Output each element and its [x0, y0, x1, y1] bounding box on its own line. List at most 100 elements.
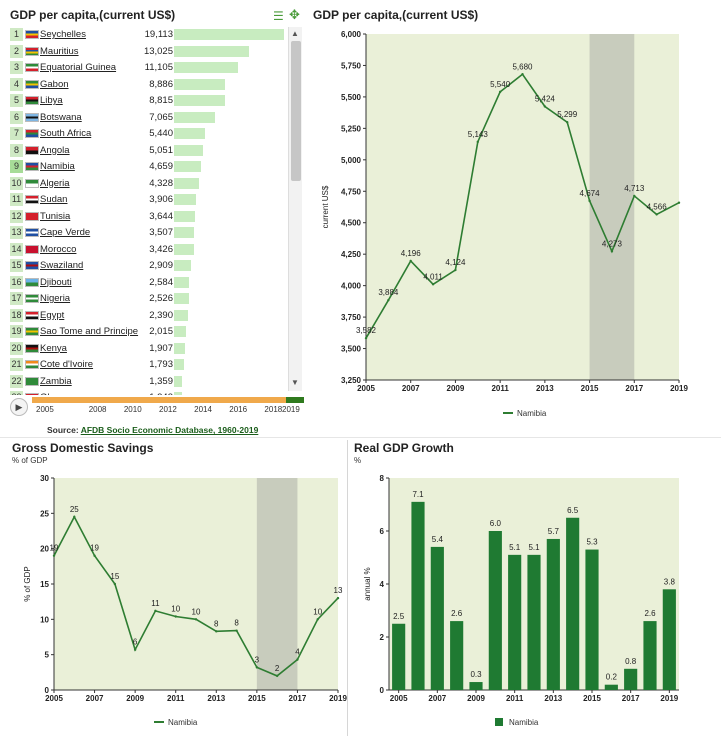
country-link[interactable]: Equatorial Guinea [40, 62, 117, 73]
country-link[interactable]: Cote d'Ivoire [40, 359, 94, 370]
ranking-row[interactable]: 23 Ghana 1,343 [10, 390, 288, 395]
gdp-data-label: 5,299 [557, 110, 578, 119]
gdp-legend-label: Namibia [517, 409, 547, 418]
country-link[interactable]: Angola [40, 144, 70, 156]
ranking-row[interactable]: 5 Libya 8,815 [10, 93, 288, 110]
gdp-point [454, 268, 457, 272]
gdp-data-label: 4,196 [401, 249, 422, 258]
country-link[interactable]: Sao Tome and Principe [40, 326, 139, 337]
savings-x-tick-label: 2013 [207, 694, 225, 703]
country-link[interactable]: Nigeria [40, 293, 71, 304]
country-link[interactable]: Libya [40, 95, 63, 106]
value-bar [174, 392, 182, 395]
growth-data-label: 2.5 [393, 612, 405, 621]
ranking-row[interactable]: 4 Gabon 8,886 [10, 77, 288, 94]
savings-point [133, 648, 137, 651]
source-link[interactable]: AFDB Socio Economic Database, 1960-2019 [80, 425, 259, 435]
gdp-data-label: 4,566 [647, 202, 668, 211]
savings-point [194, 618, 198, 621]
country-link[interactable]: Mauritius [40, 45, 79, 57]
ranking-row[interactable]: 16 Djibouti 2,584 [10, 275, 288, 292]
ranking-row[interactable]: 8 Angola 5,051 [10, 143, 288, 160]
savings-point [316, 618, 319, 621]
country-link[interactable]: Zambia [40, 375, 72, 387]
ranking-row[interactable]: 2 Mauritius 13,025 [10, 44, 288, 61]
rank-number: 19 [10, 325, 23, 338]
savings-y-axis-label: % of GDP [23, 566, 32, 602]
savings-x-tick-label: 2017 [289, 694, 307, 703]
play-icon[interactable]: ▶ [10, 398, 28, 416]
value-bar [174, 342, 185, 354]
expand-arrows-icon[interactable]: ✥ [289, 7, 300, 22]
ranking-row[interactable]: 14 Morocco 3,426 [10, 242, 288, 259]
growth-legend-swatch [495, 718, 503, 726]
gdp-x-tick-label: 2009 [447, 384, 465, 393]
ranking-row[interactable]: 20 Kenya 1,907 [10, 341, 288, 358]
ranking-row[interactable]: 17 Nigeria 2,526 [10, 291, 288, 308]
gdp-data-label: 4,124 [445, 258, 466, 267]
hamburger-menu-icon[interactable]: ☰ [273, 9, 284, 23]
country-link[interactable]: Algeria [40, 177, 70, 189]
ranking-row[interactable]: 15 Swaziland 2,909 [10, 258, 288, 275]
ranking-row[interactable]: 3 Equatorial Guinea 11,105 [10, 60, 288, 77]
ranking-row[interactable]: 11 Sudan 3,906 [10, 192, 288, 209]
country-link[interactable]: Gabon [40, 78, 69, 90]
flag-icon [25, 195, 39, 204]
growth-data-label: 0.3 [470, 670, 482, 679]
country-link[interactable]: Cape Verde [40, 227, 91, 238]
ranking-row[interactable]: 21 Cote d'Ivoire 1,793 [10, 357, 288, 374]
country-link[interactable]: Djibouti [40, 276, 72, 288]
country-link[interactable]: Sudan [40, 194, 68, 205]
gdp-point [655, 213, 658, 216]
timeline-current-year-marker[interactable] [286, 397, 304, 403]
ranking-row[interactable]: 13 Cape Verde 3,507 [10, 225, 288, 242]
savings-point [336, 596, 340, 600]
ranking-row[interactable]: 18 Egypt 2,390 [10, 308, 288, 325]
ranking-row[interactable]: 1 Seychelles 19,113 [10, 27, 288, 44]
source-label: Source: [47, 425, 79, 435]
ranking-row[interactable]: 9 Namibia 4,659 [10, 159, 288, 176]
ranking-row[interactable]: 22 Zambia 1,359 [10, 374, 288, 391]
scroll-up-icon[interactable]: ▲ [291, 29, 299, 38]
ranking-row[interactable]: 6 Botswana 7,065 [10, 110, 288, 127]
country-link[interactable]: Morocco [40, 243, 77, 255]
savings-point [296, 658, 299, 661]
ranking-row[interactable]: 10 Algeria 4,328 [10, 176, 288, 193]
growth-y-tick-label: 6 [380, 527, 385, 536]
country-link[interactable]: Ghana [40, 391, 69, 395]
timeline-track[interactable] [32, 397, 304, 403]
growth-data-label: 5.1 [509, 543, 521, 552]
ranking-scrollbar[interactable]: ▲ ▼ [288, 27, 302, 391]
rank-number: 11 [10, 193, 23, 206]
ranking-row[interactable]: 7 South Africa 5,440 [10, 126, 288, 143]
country-link[interactable]: Tunisia [40, 210, 71, 222]
growth-bar [585, 549, 599, 690]
savings-data-label: 2 [275, 664, 280, 673]
gdp-point [610, 250, 614, 253]
value-bar [174, 293, 189, 304]
country-link[interactable]: South Africa [40, 128, 92, 139]
timeline[interactable]: ▶ 2005 2008 2010 2012 2014 2016 2018 2019 [10, 395, 304, 419]
country-value: 2,584 [149, 276, 173, 288]
country-link[interactable]: Botswana [40, 111, 82, 123]
country-link[interactable]: Egypt [40, 309, 65, 321]
value-bar [174, 128, 206, 139]
country-link[interactable]: Namibia [40, 161, 75, 172]
growth-x-tick-label: 2013 [544, 694, 562, 703]
country-value: 4,659 [149, 161, 173, 172]
savings-data-label: 8 [234, 619, 239, 628]
scroll-down-icon[interactable]: ▼ [291, 378, 299, 387]
gdp-chart: current US$ [321, 33, 681, 414]
ranking-row[interactable]: 19 Sao Tome and Principe 2,015 [10, 324, 288, 341]
scroll-thumb[interactable] [291, 41, 301, 181]
ranking-row[interactable]: 12 Tunisia 3,644 [10, 209, 288, 226]
country-link[interactable]: Kenya [40, 342, 67, 354]
country-link[interactable]: Swaziland [40, 260, 84, 271]
gdp-y-tick-label: 5,750 [341, 61, 362, 70]
growth-bar [508, 554, 522, 690]
country-link[interactable]: Seychelles [40, 29, 86, 40]
timeline-year-label: 2018 [264, 405, 283, 414]
savings-chart-subtitle: % of GDP [12, 456, 48, 465]
country-value: 1,793 [149, 359, 173, 370]
flag-icon [25, 96, 39, 105]
